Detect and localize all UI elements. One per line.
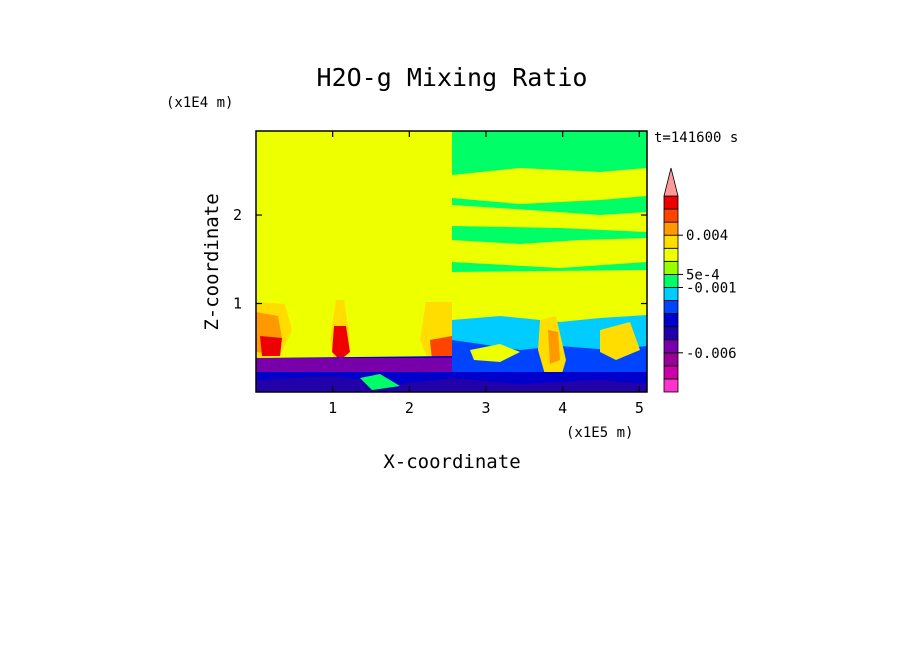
colorbar-label: -0.006: [686, 346, 737, 362]
plot-frame: [255, 130, 648, 393]
colorbar-segment: [663, 300, 679, 314]
contour-region: [430, 336, 452, 360]
colorbar-segment: [663, 378, 679, 393]
colorbar-label: 0.004: [686, 228, 728, 244]
contour-region: [600, 322, 640, 360]
colorbar-segment: [663, 273, 679, 288]
contour-region: [452, 205, 647, 232]
contour-region: [256, 358, 452, 372]
x-tick-label: 1: [328, 399, 337, 417]
y-scale-label: (x1E4 m): [166, 95, 233, 111]
y-axis-label: Z-coordinate: [201, 193, 223, 330]
colorbar-labels: 0.004 5e-4-0.001 -0.006: [678, 228, 737, 362]
y-tick-label: 2: [233, 206, 242, 224]
colorbar-segment: [663, 287, 679, 301]
contour-region: [452, 270, 647, 300]
contour-region: [260, 336, 282, 356]
colorbar-segment: [663, 365, 679, 380]
colorbar-segment: [663, 234, 679, 249]
colorbar-segment: [663, 195, 679, 210]
contour-region: [452, 238, 647, 268]
colorbar-label: 5e-4: [686, 267, 720, 283]
colorbar-segment: [663, 247, 679, 262]
colorbar-segment: [663, 313, 679, 328]
time-label: t=141600 s: [654, 130, 738, 146]
contour-region: [256, 376, 647, 392]
plot-area: [256, 131, 647, 392]
colorbar-segment: [663, 221, 679, 236]
colorbar: [663, 167, 679, 393]
colorbar-segment: [663, 352, 679, 367]
x-scale-label: (x1E5 m): [566, 425, 633, 441]
x-axis-label: X-coordinate: [383, 451, 520, 473]
x-tick-label: 3: [481, 399, 490, 417]
contour-region: [360, 374, 400, 390]
contour-region: [332, 326, 350, 360]
colorbar-label: -0.001: [686, 280, 737, 296]
colorbar-segment: [663, 260, 679, 275]
chart-title: H2O-g Mixing Ratio: [317, 63, 588, 92]
x-tick-label: 2: [405, 399, 414, 417]
y-tick-label: 1: [233, 295, 242, 313]
contour-region: [548, 330, 560, 364]
x-axis-ticks: 1 2 3 4 5: [328, 131, 644, 417]
colorbar-extension-triangle: [663, 167, 679, 197]
colorbar-segment: [663, 208, 679, 223]
contour-region: [452, 168, 647, 204]
colorbar-segment: [663, 326, 679, 341]
y-axis-ticks: 12: [233, 206, 647, 313]
colorbar-segment: [663, 339, 679, 354]
contour-region: [470, 344, 520, 362]
x-tick-label: 4: [558, 399, 567, 417]
x-tick-label: 5: [635, 399, 644, 417]
